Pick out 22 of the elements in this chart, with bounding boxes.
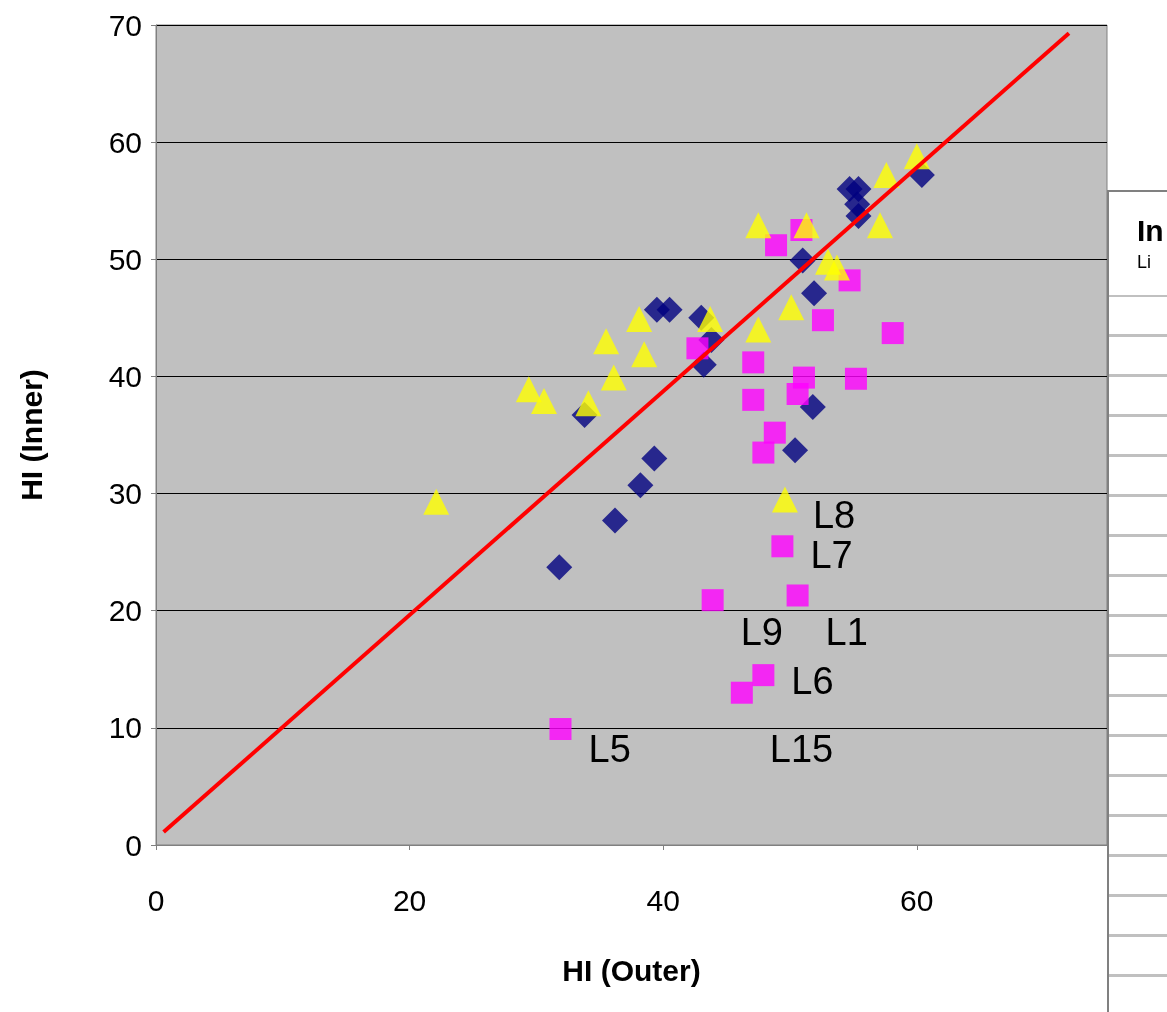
y-tick-label: 10: [108, 711, 142, 745]
x-tick-label: 40: [646, 883, 680, 917]
y-tick-label: 20: [108, 594, 142, 628]
y-tick-label: 0: [125, 828, 142, 862]
annotation: L6: [791, 660, 834, 703]
annotation: L15: [769, 727, 834, 770]
y-tick-label: 40: [108, 359, 142, 393]
y-tick-label: 70: [108, 8, 142, 42]
x-tick-label: 0: [147, 883, 165, 917]
x-axis-title: HI (Outer): [562, 953, 701, 987]
annotation: L7: [810, 533, 853, 576]
y-tick-label: 30: [108, 477, 142, 511]
annotation: L1: [825, 610, 868, 653]
y-axis-title: HI (Inner): [14, 369, 48, 501]
x-tick-label: 60: [900, 883, 934, 917]
table-panel: In Li: [1107, 190, 1167, 1012]
y-tick-label: 50: [108, 242, 142, 276]
annotation: L9: [740, 610, 783, 653]
y-tick-label: 60: [108, 125, 142, 159]
x-tick-label: 20: [392, 883, 427, 917]
annotation: L5: [588, 727, 631, 770]
annotation: L8: [812, 493, 856, 536]
